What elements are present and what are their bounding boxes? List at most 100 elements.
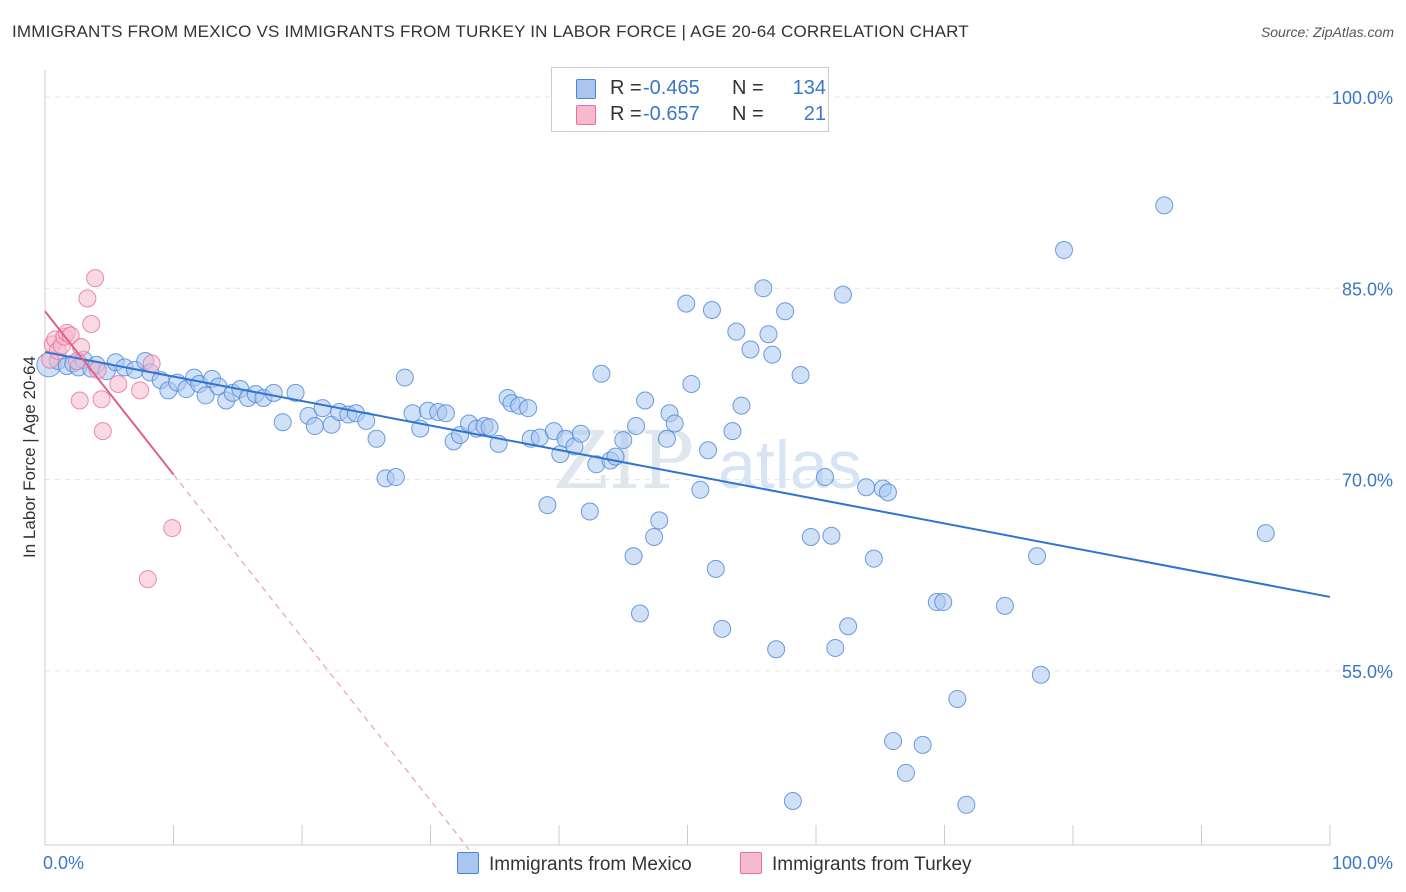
y-tick-label: 100.0% [1332, 88, 1393, 108]
mexico-point [657, 429, 676, 448]
mexico-point [273, 413, 292, 432]
mexico-point [436, 404, 455, 423]
legend-r-value-mexico: -0.465 [643, 77, 700, 99]
mexico-point [759, 325, 778, 344]
mexico-point [934, 593, 953, 612]
trendline-turkey-extension [173, 474, 470, 850]
mexico-point [682, 374, 701, 393]
legend-r-label: R = [610, 103, 642, 125]
mexico-point [403, 404, 422, 423]
mexico-point [706, 559, 725, 578]
mexico-point [791, 366, 810, 385]
series-legend-mexico[interactable]: Immigrants from Mexico [457, 852, 692, 876]
mexico-point [645, 527, 664, 546]
mexico-point [995, 596, 1014, 615]
mexico-point [313, 399, 332, 418]
series-legend-turkey[interactable]: Immigrants from Turkey [740, 852, 972, 876]
mexico-point [713, 619, 732, 638]
mexico-point [636, 391, 655, 410]
mexico-point [395, 368, 414, 387]
turkey-point [142, 354, 161, 373]
turkey-point [93, 422, 112, 441]
mexico-point [665, 414, 684, 433]
axes [44, 70, 1331, 846]
mexico-point [833, 285, 852, 304]
mexico-point [480, 418, 499, 437]
mexico-point [286, 383, 305, 402]
mexico-point [571, 424, 590, 443]
mexico-point [1028, 547, 1047, 566]
series-legend-label-turkey: Immigrants from Turkey [772, 854, 972, 875]
mexico-point [776, 302, 795, 321]
legend-swatch-mexico [576, 79, 596, 99]
mexico-point [264, 383, 283, 402]
mexico-point [864, 549, 883, 568]
mexico-point [196, 386, 215, 405]
series-legend-swatch-turkey [740, 852, 762, 874]
y-tick-label: 85.0% [1342, 279, 1393, 299]
turkey-point [78, 289, 97, 308]
series-mexico-points [36, 196, 1275, 814]
mexico-point [723, 422, 742, 441]
y-tick-label: 55.0% [1342, 662, 1393, 682]
y-axis-label: In Labor Force | Age 20-64 [20, 356, 39, 558]
turkey-point [92, 390, 111, 409]
series-legend-swatch-mexico [457, 852, 479, 874]
mexico-point [884, 732, 903, 751]
mexico-point [386, 468, 405, 487]
trendline-turkey [44, 310, 175, 476]
mexico-point [592, 364, 611, 383]
x-tick-label: 0.0% [43, 853, 84, 873]
watermark-atlas: atlas [718, 427, 862, 503]
mexico-point [754, 279, 773, 298]
mexico-point [839, 617, 858, 636]
mexico-point [957, 795, 976, 814]
legend-n-value-turkey: 21 [803, 103, 826, 125]
mexico-point [878, 483, 897, 502]
chart-title: IMMIGRANTS FROM MEXICO VS IMMIGRANTS FRO… [12, 22, 969, 41]
turkey-point [82, 315, 101, 334]
correlation-legend: R = -0.465 N = 134 R = -0.657 N = 21 [551, 67, 829, 132]
mexico-point [896, 763, 915, 782]
turkey-point [131, 381, 150, 400]
mexico-point [815, 468, 834, 487]
mexico-point [624, 547, 643, 566]
turkey-point [70, 391, 89, 410]
turkey-point [138, 570, 157, 589]
trendlines [44, 310, 1331, 850]
mexico-point [857, 478, 876, 497]
y-tick-label: 70.0% [1342, 471, 1393, 491]
turkey-point [86, 269, 105, 288]
legend-n-value-mexico: 134 [792, 77, 826, 99]
mexico-point [1031, 665, 1050, 684]
mexico-point [767, 640, 786, 659]
mexico-point [630, 604, 649, 623]
mexico-point [519, 399, 538, 418]
mexico-point [783, 791, 802, 810]
x-tick-label: 100.0% [1332, 853, 1393, 873]
tick-labels: 55.0% 70.0% 85.0% 100.0% 0.0% 100.0% [43, 88, 1393, 873]
mexico-point [677, 294, 696, 313]
source-credit: Source: ZipAtlas.com [1260, 24, 1394, 40]
mexico-point [305, 417, 324, 436]
mexico-point [538, 496, 557, 515]
mexico-point [1256, 524, 1275, 543]
mexico-point [580, 502, 599, 521]
mexico-point [1055, 241, 1074, 260]
mexico-point [650, 511, 669, 530]
mexico-point [699, 441, 718, 460]
mexico-point [367, 429, 386, 448]
legend-swatch-turkey [576, 105, 596, 125]
mexico-point [741, 340, 760, 359]
series-turkey-points [41, 269, 182, 589]
mexico-point [1155, 196, 1174, 215]
mexico-point [627, 417, 646, 436]
mexico-point [801, 527, 820, 546]
turkey-point [109, 374, 128, 393]
series-legend-label-mexico: Immigrants from Mexico [489, 854, 692, 875]
mexico-point [913, 735, 932, 754]
turkey-point [71, 337, 90, 356]
mexico-point [822, 526, 841, 545]
legend-n-label: N = [732, 103, 764, 125]
